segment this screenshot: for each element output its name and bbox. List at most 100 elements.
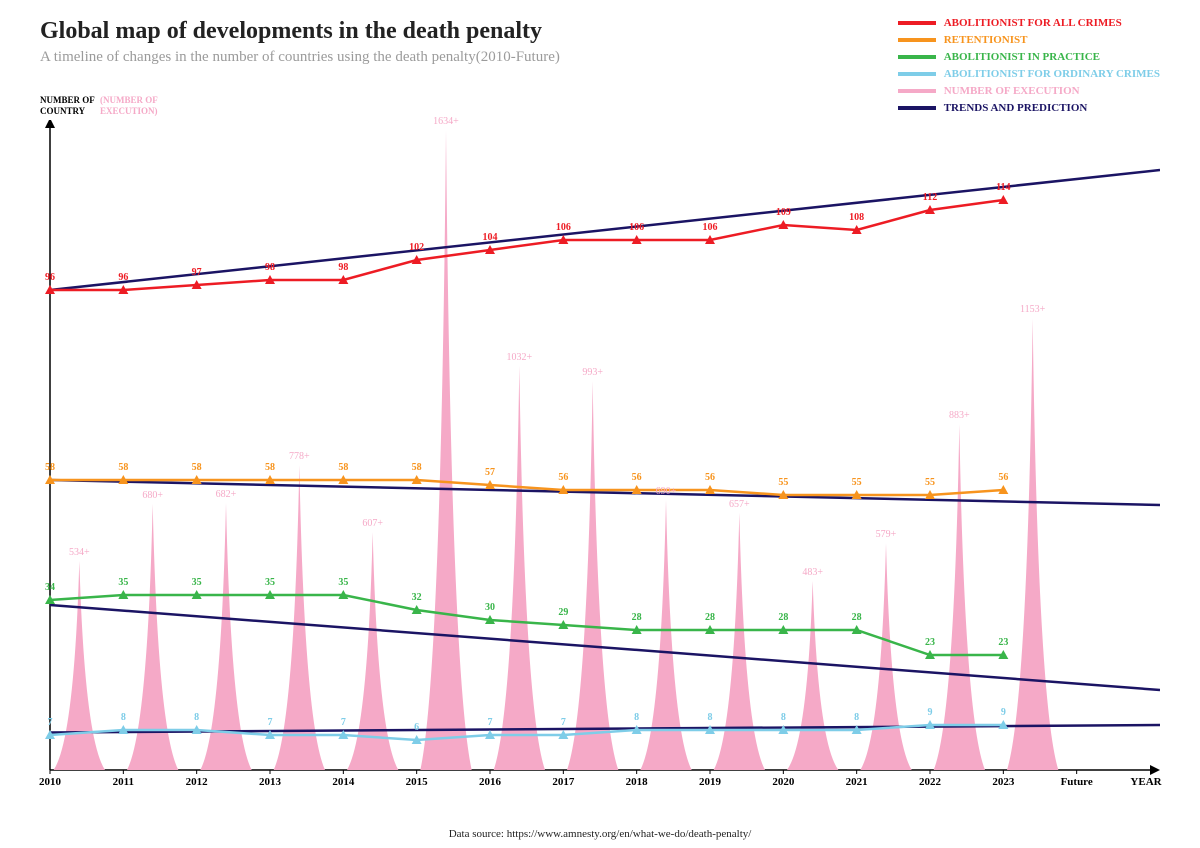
- execution-peak: [347, 532, 398, 770]
- abolitionist-all-value-label: 112: [923, 192, 937, 203]
- abolitionist-ordinary-value-label: 7: [268, 717, 273, 728]
- abolitionist-all-value-label: 108: [849, 212, 864, 223]
- abolitionist-practice-value-label: 35: [192, 577, 202, 588]
- legend-swatch: [898, 72, 936, 76]
- execution-peak: [934, 424, 985, 770]
- abolitionist-practice-value-label: 29: [558, 607, 568, 618]
- legend-swatch: [898, 38, 936, 42]
- x-tick-label: 2011: [113, 776, 134, 788]
- execution-label: 579+: [876, 529, 897, 540]
- abolitionist-all-value-label: 96: [45, 272, 55, 283]
- abolitionist-ordinary-value-label: 8: [708, 712, 713, 723]
- y-axis-label-execution: (NUMBER OFEXECUTION): [100, 95, 158, 117]
- abolitionist-ordinary-value-label: 7: [341, 717, 346, 728]
- legend-label: NUMBER OF EXECUTION: [944, 84, 1080, 98]
- abolitionist-ordinary-value-label: 9: [1001, 707, 1006, 718]
- retentionist-value-label: 58: [412, 462, 422, 473]
- x-tick-label: 2017: [552, 776, 574, 788]
- abolitionist-ordinary-value-label: 8: [194, 712, 199, 723]
- retentionist-value-label: 55: [925, 477, 935, 488]
- execution-label: 657+: [729, 499, 750, 510]
- retentionist-value-label: 57: [485, 467, 495, 478]
- execution-label: 778+: [289, 451, 310, 462]
- legend-label: TRENDS AND PREDICTION: [944, 101, 1088, 115]
- page-title: Global map of developments in the death …: [40, 18, 560, 45]
- legend-swatch: [898, 89, 936, 93]
- retentionist-value-label: 56: [705, 472, 715, 483]
- x-tick-label: 2022: [919, 776, 941, 788]
- abolitionist-practice-value-label: 35: [118, 577, 128, 588]
- execution-peak: [567, 381, 618, 770]
- execution-label: 682+: [216, 489, 237, 500]
- retentionist-value-label: 58: [192, 462, 202, 473]
- legend-swatch: [898, 55, 936, 59]
- execution-peak: [494, 366, 545, 770]
- retentionist-value-label: 58: [118, 462, 128, 473]
- x-tick-label: 2019: [699, 776, 721, 788]
- legend-item: TRENDS AND PREDICTION: [898, 101, 1160, 115]
- page-subtitle: A timeline of changes in the number of c…: [40, 49, 560, 66]
- legend: ABOLITIONIST FOR ALL CRIMES RETENTIONIST A…: [898, 16, 1160, 118]
- x-tick-label: Future: [1061, 776, 1093, 788]
- legend-item: ABOLITIONIST IN PRACTICE: [898, 50, 1160, 64]
- execution-peak: [714, 513, 765, 770]
- abolitionist-practice-value-label: 35: [338, 577, 348, 588]
- execution-label: 1153+: [1020, 304, 1045, 315]
- legend-swatch: [898, 21, 936, 25]
- x-tick-label: 2015: [406, 776, 428, 788]
- abolitionist-all-value-label: 104: [483, 232, 498, 243]
- legend-swatch: [898, 106, 936, 110]
- retentionist-value-label: 56: [558, 472, 568, 483]
- x-tick-label: 2023: [992, 776, 1014, 788]
- data-source: Data source: https://www.amnesty.org/en/…: [0, 828, 1200, 840]
- retentionist-value-label: 56: [998, 472, 1008, 483]
- execution-peak: [787, 581, 838, 770]
- abolitionist-practice-value-label: 35: [265, 577, 275, 588]
- abolitionist-ordinary-value-label: 8: [781, 712, 786, 723]
- trend-line: [50, 605, 1160, 690]
- x-tick-label: 2018: [626, 776, 648, 788]
- abolitionist-all-value-label: 98: [338, 262, 348, 273]
- abolitionist-all-value-label: 97: [192, 267, 202, 278]
- legend-item: RETENTIONIST: [898, 33, 1160, 47]
- x-tick-label: 2021: [846, 776, 868, 788]
- x-tick-label: 2016: [479, 776, 501, 788]
- title-block: Global map of developments in the death …: [40, 18, 560, 66]
- abolitionist-all-value-label: 96: [118, 272, 128, 283]
- abolitionist-practice-value-label: 28: [852, 612, 862, 623]
- retentionist-value-label: 55: [778, 477, 788, 488]
- legend-label: ABOLITIONIST FOR ALL CRIMES: [944, 16, 1122, 30]
- legend-label: RETENTIONIST: [944, 33, 1028, 47]
- retentionist-value-label: 55: [852, 477, 862, 488]
- execution-label: 883+: [949, 410, 970, 421]
- abolitionist-all-value-label: 109: [776, 207, 791, 218]
- retentionist-value-label: 58: [265, 462, 275, 473]
- abolitionist-practice-value-label: 23: [998, 637, 1008, 648]
- retentionist-value-label: 58: [45, 462, 55, 473]
- abolitionist-ordinary-value-label: 8: [854, 712, 859, 723]
- abolitionist-practice-value-label: 34: [45, 582, 55, 593]
- execution-peak: [420, 130, 471, 770]
- abolitionist-practice-value-label: 32: [412, 592, 422, 603]
- chart-svg: [40, 120, 1160, 800]
- execution-label: 607+: [362, 518, 383, 529]
- abolitionist-ordinary-value-label: 8: [121, 712, 126, 723]
- x-axis-label: YEAR: [1130, 776, 1161, 788]
- legend-item: ABOLITIONIST FOR ALL CRIMES: [898, 16, 1160, 30]
- abolitionist-ordinary-value-label: 9: [928, 707, 933, 718]
- abolitionist-practice-value-label: 28: [705, 612, 715, 623]
- abolitionist-practice-value-label: 28: [632, 612, 642, 623]
- execution-label: 1634+: [433, 116, 459, 127]
- execution-peak: [1007, 318, 1058, 770]
- x-tick-label: 2020: [772, 776, 794, 788]
- legend-label: ABOLITIONIST IN PRACTICE: [944, 50, 1100, 64]
- chart-area: 534+680+682+778+607+1634+1032+993+690+65…: [40, 120, 1160, 800]
- abolitionist-all-value-label: 106: [629, 222, 644, 233]
- abolitionist-practice-value-label: 30: [485, 602, 495, 613]
- abolitionist-practice-value-label: 23: [925, 637, 935, 648]
- abolitionist-all-value-label: 98: [265, 262, 275, 273]
- x-tick-label: 2014: [332, 776, 354, 788]
- trend-line: [50, 170, 1160, 290]
- y-axis-label-country: NUMBER OFCOUNTRY: [40, 95, 95, 117]
- execution-label: 483+: [802, 567, 823, 578]
